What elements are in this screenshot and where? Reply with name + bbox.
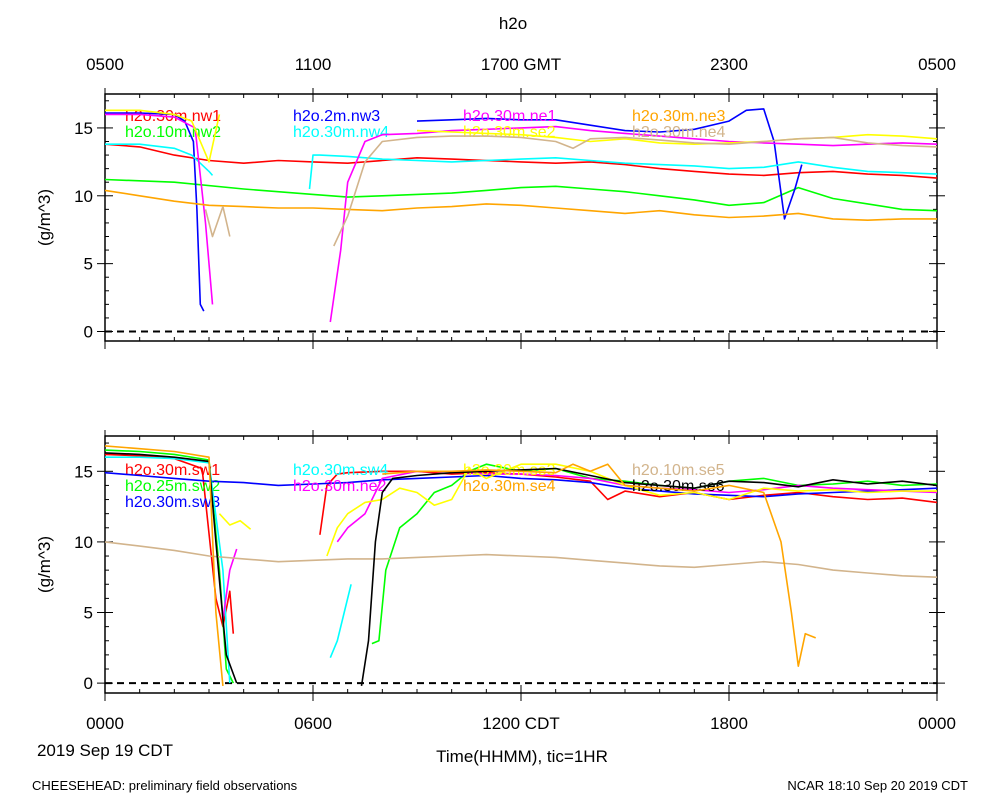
- series-h2o.30m.se2: [105, 109, 938, 163]
- series-line: [416, 108, 803, 220]
- y-tick-label: 5: [84, 604, 93, 623]
- legend-label: h2o.10m.se5: [632, 462, 725, 479]
- series-line: [319, 470, 938, 535]
- series-line: [382, 463, 816, 668]
- series-line: [308, 154, 938, 190]
- series-line: [104, 541, 938, 578]
- y-axis-label: (g/m^3): [35, 536, 54, 593]
- top-tick-label: 1100: [295, 55, 332, 74]
- series-line: [104, 143, 938, 179]
- legend-label: h2o.2m.nw3: [293, 108, 380, 125]
- series-h2o.30m.ne1: [105, 113, 938, 323]
- series-line: [105, 112, 205, 312]
- series-h2o.10m.nw2: [104, 178, 938, 212]
- series-line: [329, 125, 938, 323]
- series-h2o.30m.sw3: [104, 471, 938, 498]
- series-line: [104, 178, 938, 212]
- series-line: [360, 467, 938, 687]
- series-line: [105, 456, 231, 684]
- y-tick-label: 10: [74, 187, 93, 206]
- footer-left: CHEESEHEAD: preliminary field observatio…: [32, 778, 298, 793]
- legend-label: h2o.30m.nw4: [293, 124, 389, 141]
- series-line: [105, 109, 221, 163]
- series-line: [336, 470, 938, 543]
- series-h2o.30m.se3: [218, 463, 937, 557]
- bottom-tick-label: 0000: [86, 714, 124, 733]
- series-h2o.30m.ne3: [104, 189, 937, 221]
- legend-label: h2o.30m.ne2: [293, 478, 387, 495]
- bottom-tick-label: 1200 CDT: [482, 714, 559, 733]
- legend-label: h2o.10m.nw2: [125, 124, 221, 141]
- top-tick-label: 0500: [918, 55, 956, 74]
- y-tick-label: 0: [84, 674, 93, 693]
- top-tick-label: 0500: [86, 55, 124, 74]
- bottom-tick-label: 0600: [294, 714, 332, 733]
- bottom-tick-label: 1800: [710, 714, 748, 733]
- top-tick-label: 1700 GMT: [481, 55, 561, 74]
- x-axis-label: Time(HHMM), tic=1HR: [436, 747, 608, 766]
- series-h2o.30m.nw4: [105, 143, 938, 190]
- legend-label: h2o.30m.ne3: [632, 108, 726, 125]
- series-line: [326, 463, 937, 557]
- series-line: [222, 548, 238, 620]
- series-h2o.30m.sw1: [104, 453, 938, 634]
- bottom-tick-label: 0000: [918, 714, 956, 733]
- y-tick-label: 15: [74, 462, 93, 481]
- series-line: [104, 453, 235, 634]
- series-line: [104, 471, 938, 498]
- y-tick-label: 0: [84, 323, 93, 342]
- legend-label: h2o.30m.sw1: [125, 462, 220, 479]
- legend-label: h2o.30m.se2: [463, 124, 556, 141]
- top-time-axis: 0500 1100 1700 GMT 2300 0500: [86, 55, 956, 74]
- y-axis-label: (g/m^3): [35, 189, 54, 246]
- legend-label: h2o.30m.se6: [632, 478, 725, 495]
- series-h2o.30m.sw4: [105, 456, 352, 684]
- date-label: 2019 Sep 19 CDT: [37, 741, 173, 760]
- y-tick-label: 5: [84, 255, 93, 274]
- series-line: [218, 513, 252, 530]
- panel-bottom: 051015(g/m^3)h2o.30m.sw1h2o.25m.sw2h2o.3…: [35, 430, 945, 701]
- series-line: [329, 584, 352, 659]
- series-h2o.10m.se5: [104, 541, 938, 578]
- bottom-time-axis: 0000 0600 1200 CDT 1800 0000: [86, 714, 956, 733]
- series-line: [104, 445, 224, 686]
- panel-top: 051015(g/m^3)h2o.30m.nw1h2o.10m.nw2h2o.2…: [35, 88, 945, 349]
- y-tick-label: 15: [74, 119, 93, 138]
- series-line: [416, 129, 938, 145]
- footer-right: NCAR 18:10 Sep 20 2019 CDT: [787, 778, 968, 793]
- legend-label: h2o.30m.sw3: [125, 494, 220, 511]
- legend-label: h2o.30m.ne4: [632, 124, 726, 141]
- y-tick-label: 10: [74, 533, 93, 552]
- legend-label: h2o.25m.sw2: [125, 478, 220, 495]
- series-h2o.30m.nw1: [104, 143, 938, 179]
- legend-label: h2o.30m.sw4: [293, 462, 388, 479]
- series-line: [204, 205, 231, 238]
- series-h2o.30m.ne2: [222, 470, 938, 620]
- series-line: [333, 135, 938, 247]
- series-h2o.30m.se4: [104, 445, 816, 686]
- series-h2o.30m.ne4: [204, 135, 938, 247]
- series-line: [371, 463, 938, 645]
- series-line: [104, 189, 937, 221]
- series-h2o.2m.nw3: [105, 108, 803, 312]
- figure-title: h2o: [499, 14, 527, 33]
- series-line: [105, 143, 214, 176]
- top-tick-label: 2300: [710, 55, 748, 74]
- series-line: [105, 113, 214, 305]
- legend-label: h2o.30m.se4: [463, 478, 556, 495]
- legend-label: h2o.30m.ne1: [463, 108, 557, 125]
